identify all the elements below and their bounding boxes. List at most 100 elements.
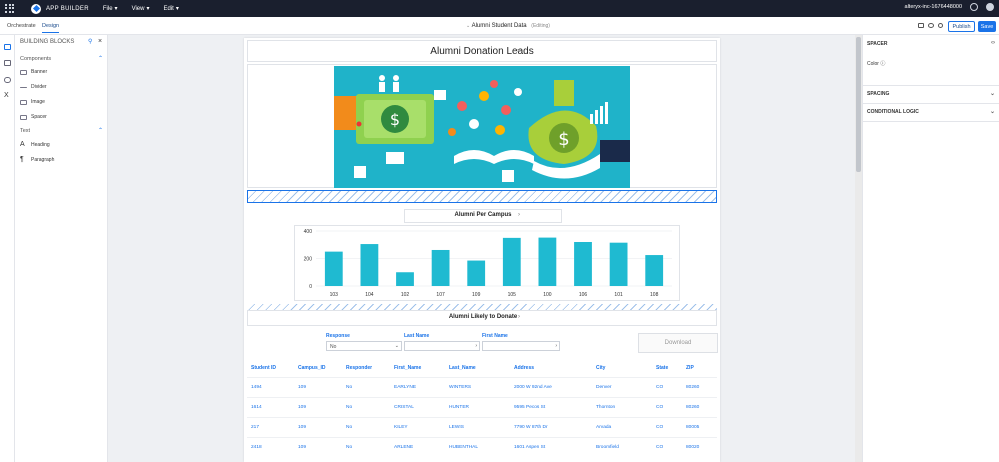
column-header[interactable]: City	[596, 365, 606, 371]
canvas-scrollbar[interactable]	[855, 35, 862, 462]
bar-106[interactable]	[574, 242, 592, 286]
bar-100[interactable]	[538, 237, 557, 286]
first-name-filter[interactable]: ›	[482, 341, 560, 351]
page-title: Alumni Donation Leads	[430, 46, 534, 57]
bar-101[interactable]	[609, 242, 628, 286]
workspace-name[interactable]: alteryx-inc-1676448000	[904, 4, 962, 10]
bar-109[interactable]	[467, 260, 486, 286]
column-header[interactable]: Student ID	[251, 365, 276, 371]
chevron-down-icon: ⌄	[989, 91, 995, 97]
panel-title: BUILDING BLOCKS	[20, 39, 75, 45]
block-heading[interactable]: A Heading	[20, 141, 50, 148]
column-header[interactable]: Last_Name	[449, 365, 476, 371]
alteryx-logo-icon	[31, 3, 41, 14]
topbar-right: alteryx-inc-1676448000	[905, 3, 994, 11]
table-cell: 109	[298, 425, 307, 430]
app-grid-icon[interactable]	[5, 3, 17, 14]
chevron-up-icon: ⌃	[97, 56, 103, 62]
publish-button[interactable]: Publish	[948, 21, 975, 32]
table-cell: 2418	[251, 445, 262, 450]
column-header[interactable]: Responder	[346, 365, 373, 371]
response-filter[interactable]: No ⌄	[326, 341, 402, 351]
save-button[interactable]: Save	[978, 21, 996, 32]
scrollbar-thumb[interactable]	[856, 37, 861, 172]
heading-block[interactable]	[247, 40, 717, 62]
doc-title-wrap[interactable]: ⌄ Alumni Student Data (Editing)	[466, 23, 550, 29]
file-menu[interactable]: File ▾	[103, 5, 118, 13]
bar-108[interactable]	[645, 255, 664, 286]
column-header[interactable]: State	[656, 365, 669, 371]
user-avatar-icon[interactable]	[986, 3, 994, 11]
help-icon[interactable]	[970, 3, 978, 11]
components-section[interactable]: Components ⌃	[20, 56, 105, 62]
bar-102[interactable]	[396, 272, 414, 286]
row-divider	[247, 437, 717, 438]
bar-107[interactable]	[431, 249, 450, 286]
table-cell: 109	[298, 405, 307, 410]
divider	[863, 121, 999, 122]
bar-105[interactable]	[502, 237, 521, 286]
table-cell: EARLYNE	[394, 385, 417, 390]
preview-eye-icon[interactable]	[928, 23, 934, 28]
spacer-block[interactable]	[247, 304, 717, 310]
chevron-down-icon: ⌄	[394, 343, 399, 349]
y-tick-label: 400	[304, 229, 313, 235]
chart-heading-block[interactable]	[404, 209, 562, 223]
chevron-right-icon[interactable]: ›	[518, 314, 520, 320]
download-button[interactable]: Download	[638, 333, 718, 353]
column-header[interactable]: Campus_ID	[298, 365, 326, 371]
table-cell: LEWIS	[449, 425, 464, 430]
chevron-right-icon[interactable]: ›	[517, 48, 519, 54]
table-cell: No	[346, 445, 353, 450]
tab-orchestrate[interactable]: Orchestrate	[7, 23, 36, 29]
pin-icon[interactable]: ⚲	[88, 39, 93, 45]
row-divider	[247, 417, 717, 418]
block-divider[interactable]: Divider	[20, 84, 47, 90]
table-cell: Denver	[596, 385, 612, 390]
spacing-label: SPACING	[867, 91, 890, 97]
paragraph-icon: ¶	[20, 156, 24, 163]
building-blocks-icon[interactable]	[4, 44, 11, 50]
table-heading-block[interactable]	[247, 310, 717, 326]
chevron-right-icon: ›	[555, 343, 557, 349]
block-paragraph[interactable]: ¶ Paragraph	[20, 156, 54, 163]
y-tick-label: 200	[304, 256, 313, 262]
text-section[interactable]: Text ⌃	[20, 128, 105, 134]
table-cell: No	[346, 425, 353, 430]
column-header[interactable]: First_Name	[394, 365, 422, 371]
tag-icon[interactable]	[4, 77, 11, 83]
filter-label-response: Response	[326, 333, 350, 339]
column-header[interactable]: ZIP	[686, 365, 694, 371]
chevron-right-icon[interactable]: ›	[518, 212, 520, 218]
close-icon[interactable]: ×	[98, 38, 103, 45]
table-cell: 217	[251, 425, 260, 430]
table-cell: 80260	[686, 405, 700, 410]
chart-block[interactable]	[294, 225, 680, 301]
data-icon[interactable]	[4, 60, 11, 66]
column-header[interactable]: Address	[514, 365, 535, 371]
block-image[interactable]: Image	[20, 99, 45, 105]
chart-title: Alumni Per Campus	[454, 212, 512, 218]
last-name-filter[interactable]: ›	[404, 341, 480, 351]
view-menu[interactable]: View ▾	[132, 5, 150, 13]
variable-x-icon[interactable]: X	[4, 92, 9, 99]
table-cell: 80005	[686, 425, 700, 430]
spacer-block-selected[interactable]	[247, 190, 717, 203]
x-tick-label: 100	[543, 292, 552, 298]
edit-menu[interactable]: Edit ▾	[163, 5, 178, 13]
block-banner[interactable]: Banner	[20, 69, 47, 75]
collapse-panel-icon[interactable]: ‹›	[991, 40, 995, 46]
share-icon[interactable]	[938, 23, 943, 28]
bar-103[interactable]	[324, 251, 343, 286]
conditional-logic-section[interactable]: CONDITIONAL LOGIC ⌄	[867, 109, 997, 115]
color-row[interactable]: Color ⓘ	[867, 60, 997, 67]
tab-design[interactable]: Design	[42, 23, 60, 33]
desktop-preview-icon[interactable]	[918, 23, 924, 28]
text-label: Text	[20, 128, 31, 134]
table-cell: HUBENTHAL	[449, 445, 479, 450]
app-page: Alumni Donation Leads › $ $	[244, 38, 720, 462]
block-spacer[interactable]: Spacer	[20, 114, 47, 120]
spacing-section[interactable]: SPACING ⌄	[867, 91, 997, 97]
spacer-properties-header: SPACER ‹›	[867, 40, 997, 47]
bar-104[interactable]	[360, 244, 379, 286]
